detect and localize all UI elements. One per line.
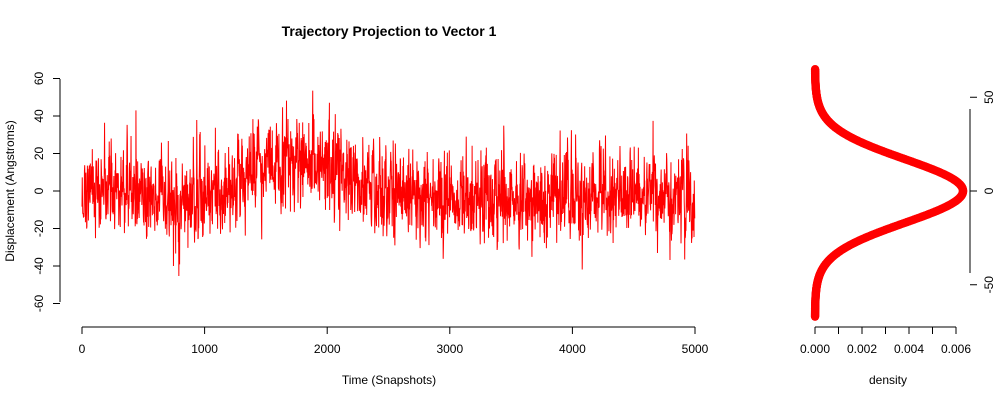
- density-y-tick-label: 50: [982, 90, 996, 104]
- density-x-tick-label: 0.004: [894, 342, 924, 356]
- y-tick-label: -40: [32, 257, 46, 275]
- y-tick-label: -60: [32, 295, 46, 313]
- x-tick-label: 2000: [314, 342, 341, 356]
- y-axis-label: Displacement (Angstroms): [3, 120, 17, 261]
- x-tick-label: 5000: [682, 342, 709, 356]
- x-axis-label: Time (Snapshots): [342, 373, 436, 387]
- density-x-axis-label: density: [869, 373, 907, 387]
- density-y-axis-ticks: 50 0 -50: [970, 90, 996, 293]
- density-plot: 0.000 0.002 0.004 0.006 50 0 -50 density: [800, 65, 996, 387]
- x-axis-ticks: 0 1000 2000 3000 4000 5000: [79, 327, 709, 356]
- chart-title: Trajectory Projection to Vector 1: [282, 23, 497, 39]
- x-tick-label: 1000: [191, 342, 218, 356]
- density-series-line: [810, 65, 968, 321]
- trajectory-series-line: [81, 90, 696, 277]
- density-x-tick-label: 0.002: [847, 342, 877, 356]
- y-tick-label: 0: [32, 187, 46, 194]
- x-tick-label: 4000: [559, 342, 586, 356]
- trajectory-plot: 0 1000 2000 3000 4000 5000 60 40 20 0 -20 -40 -60 T…: [3, 72, 709, 387]
- x-tick-label: 3000: [436, 342, 463, 356]
- y-tick-label: -20: [32, 220, 46, 238]
- y-tick-label: 40: [32, 109, 46, 123]
- y-axis-ticks: 60 40 20 0 -20 -40 -60: [32, 72, 60, 313]
- density-x-tick-label: 0.000: [800, 342, 830, 356]
- y-tick-label: 20: [32, 147, 46, 161]
- x-tick-label: 0: [79, 342, 86, 356]
- density-x-tick-label: 0.006: [941, 342, 971, 356]
- density-x-axis-ticks: 0.000 0.002 0.004 0.006: [800, 327, 971, 356]
- density-y-tick-label: -50: [982, 276, 996, 294]
- density-point: [810, 65, 820, 74]
- density-y-tick-label: 0: [982, 187, 996, 194]
- y-tick-label: 60: [32, 72, 46, 86]
